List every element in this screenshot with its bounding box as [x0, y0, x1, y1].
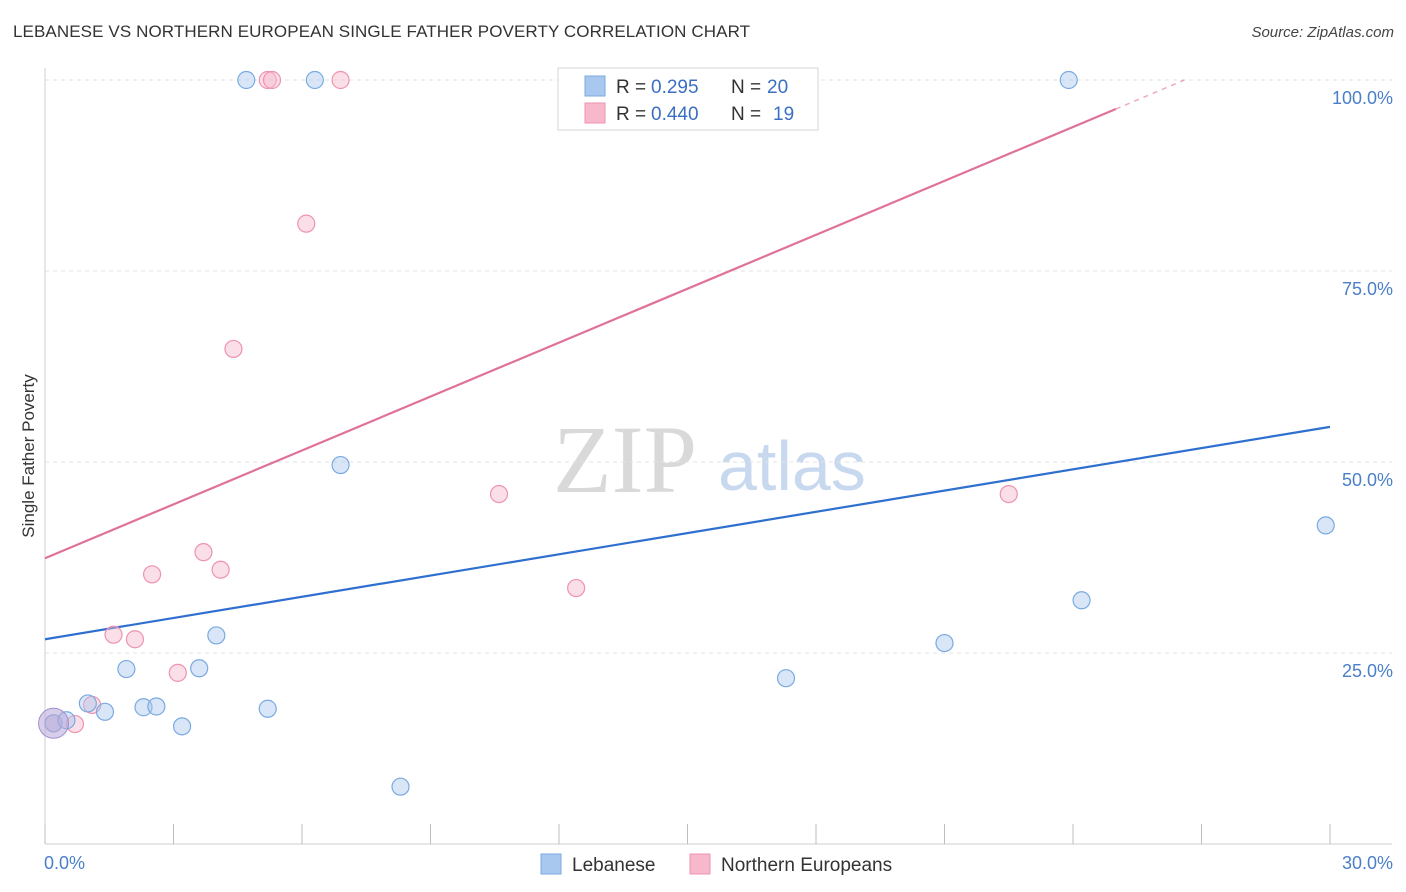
point-lebanese-9: [207, 626, 226, 645]
source-label: Source: ZipAtlas.com: [1251, 24, 1394, 41]
point-northern-4: [125, 630, 145, 649]
y-tick-label-100: 100.0%: [1332, 88, 1393, 108]
point-lebanese-10: [237, 70, 256, 90]
point-northern-7: [194, 543, 213, 562]
stats-legend-swatch-northern: [584, 102, 606, 124]
trend-line-lebanese: [44, 425, 1331, 641]
point-lebanese-15: [776, 669, 796, 688]
stats-legend-n-value-lebanese: 20: [767, 77, 788, 98]
point-lebanese-12: [305, 70, 324, 90]
point-lebanese-4: [117, 659, 136, 679]
point-lebanese-16: [935, 633, 954, 653]
point-lebanese-3: [95, 702, 115, 721]
point-northern-3: [104, 625, 123, 644]
point-northern-10: [258, 70, 277, 90]
point-northern-5: [142, 565, 162, 584]
series-legend: Lebanese Northern Europeans: [540, 853, 892, 876]
point-northern-12: [297, 214, 316, 233]
point-northern-17: [999, 484, 1018, 504]
stats-legend-n-value-northern: 19: [773, 104, 794, 125]
point-lebanese-13: [331, 455, 350, 475]
series-legend-label-lebanese[interactable]: Lebanese: [572, 855, 655, 876]
watermark-atlas: atlas: [718, 427, 866, 505]
x-tick-label-30: 30.0%: [1342, 853, 1393, 873]
stats-legend-n-label-lebanese: N =: [731, 77, 761, 98]
stats-legend-r-value-lebanese: 0.295: [651, 77, 699, 98]
point-lebanese-5: [134, 698, 153, 717]
point-lebanese-7: [172, 717, 192, 736]
point-overlap-cluster: [38, 707, 70, 739]
trend-layer: [44, 79, 1331, 641]
point-lebanese-14: [391, 777, 410, 796]
series-legend-label-northern[interactable]: Northern Europeans: [721, 855, 892, 876]
point-northern-8: [211, 560, 230, 579]
y-tick-label-25: 25.0%: [1342, 661, 1393, 681]
point-northern-14: [489, 484, 509, 504]
stats-legend-n-label-northern: N =: [731, 104, 761, 125]
stats-legend-swatch-lebanese: [584, 75, 606, 97]
point-lebanese-18: [1072, 591, 1091, 610]
point-northern-13: [331, 70, 350, 90]
grid-layer: [45, 79, 1392, 654]
series-legend-swatch-lebanese[interactable]: [540, 853, 562, 875]
y-tick-label-75: 75.0%: [1342, 279, 1393, 299]
stats-legend-r-label-northern: R =: [616, 104, 646, 125]
point-northern-6: [168, 663, 187, 682]
point-lebanese-2: [78, 694, 97, 713]
y-axis-label: Single Father Poverty: [19, 374, 38, 538]
stats-legend-r-label-lebanese: R =: [616, 77, 646, 98]
point-northern-15: [567, 578, 586, 598]
point-lebanese-6: [147, 697, 166, 716]
x-tick-label-0: 0.0%: [44, 853, 85, 873]
point-lebanese-19: [1316, 516, 1335, 535]
point-lebanese-8: [190, 659, 209, 678]
point-northern-9: [224, 339, 243, 359]
chart-title: LEBANESE VS NORTHERN EUROPEAN SINGLE FAT…: [13, 22, 751, 41]
point-northern-11: [262, 70, 282, 90]
points-layer: [38, 70, 1335, 796]
point-lebanese-17: [1059, 70, 1078, 90]
axis-layer: [44, 68, 1392, 845]
trend-line-northern: [44, 108, 1117, 560]
stats-legend: R = 0.295 N = 20 R = 0.440 N = 19: [557, 67, 819, 131]
series-legend-swatch-northern[interactable]: [689, 853, 711, 875]
stats-legend-r-value-northern: 0.440: [651, 104, 699, 125]
y-tick-label-50: 50.0%: [1342, 470, 1393, 490]
point-lebanese-11: [258, 699, 277, 718]
trend-line-northern-extension: [1115, 79, 1185, 110]
watermark-zip: ZIP: [553, 406, 697, 513]
